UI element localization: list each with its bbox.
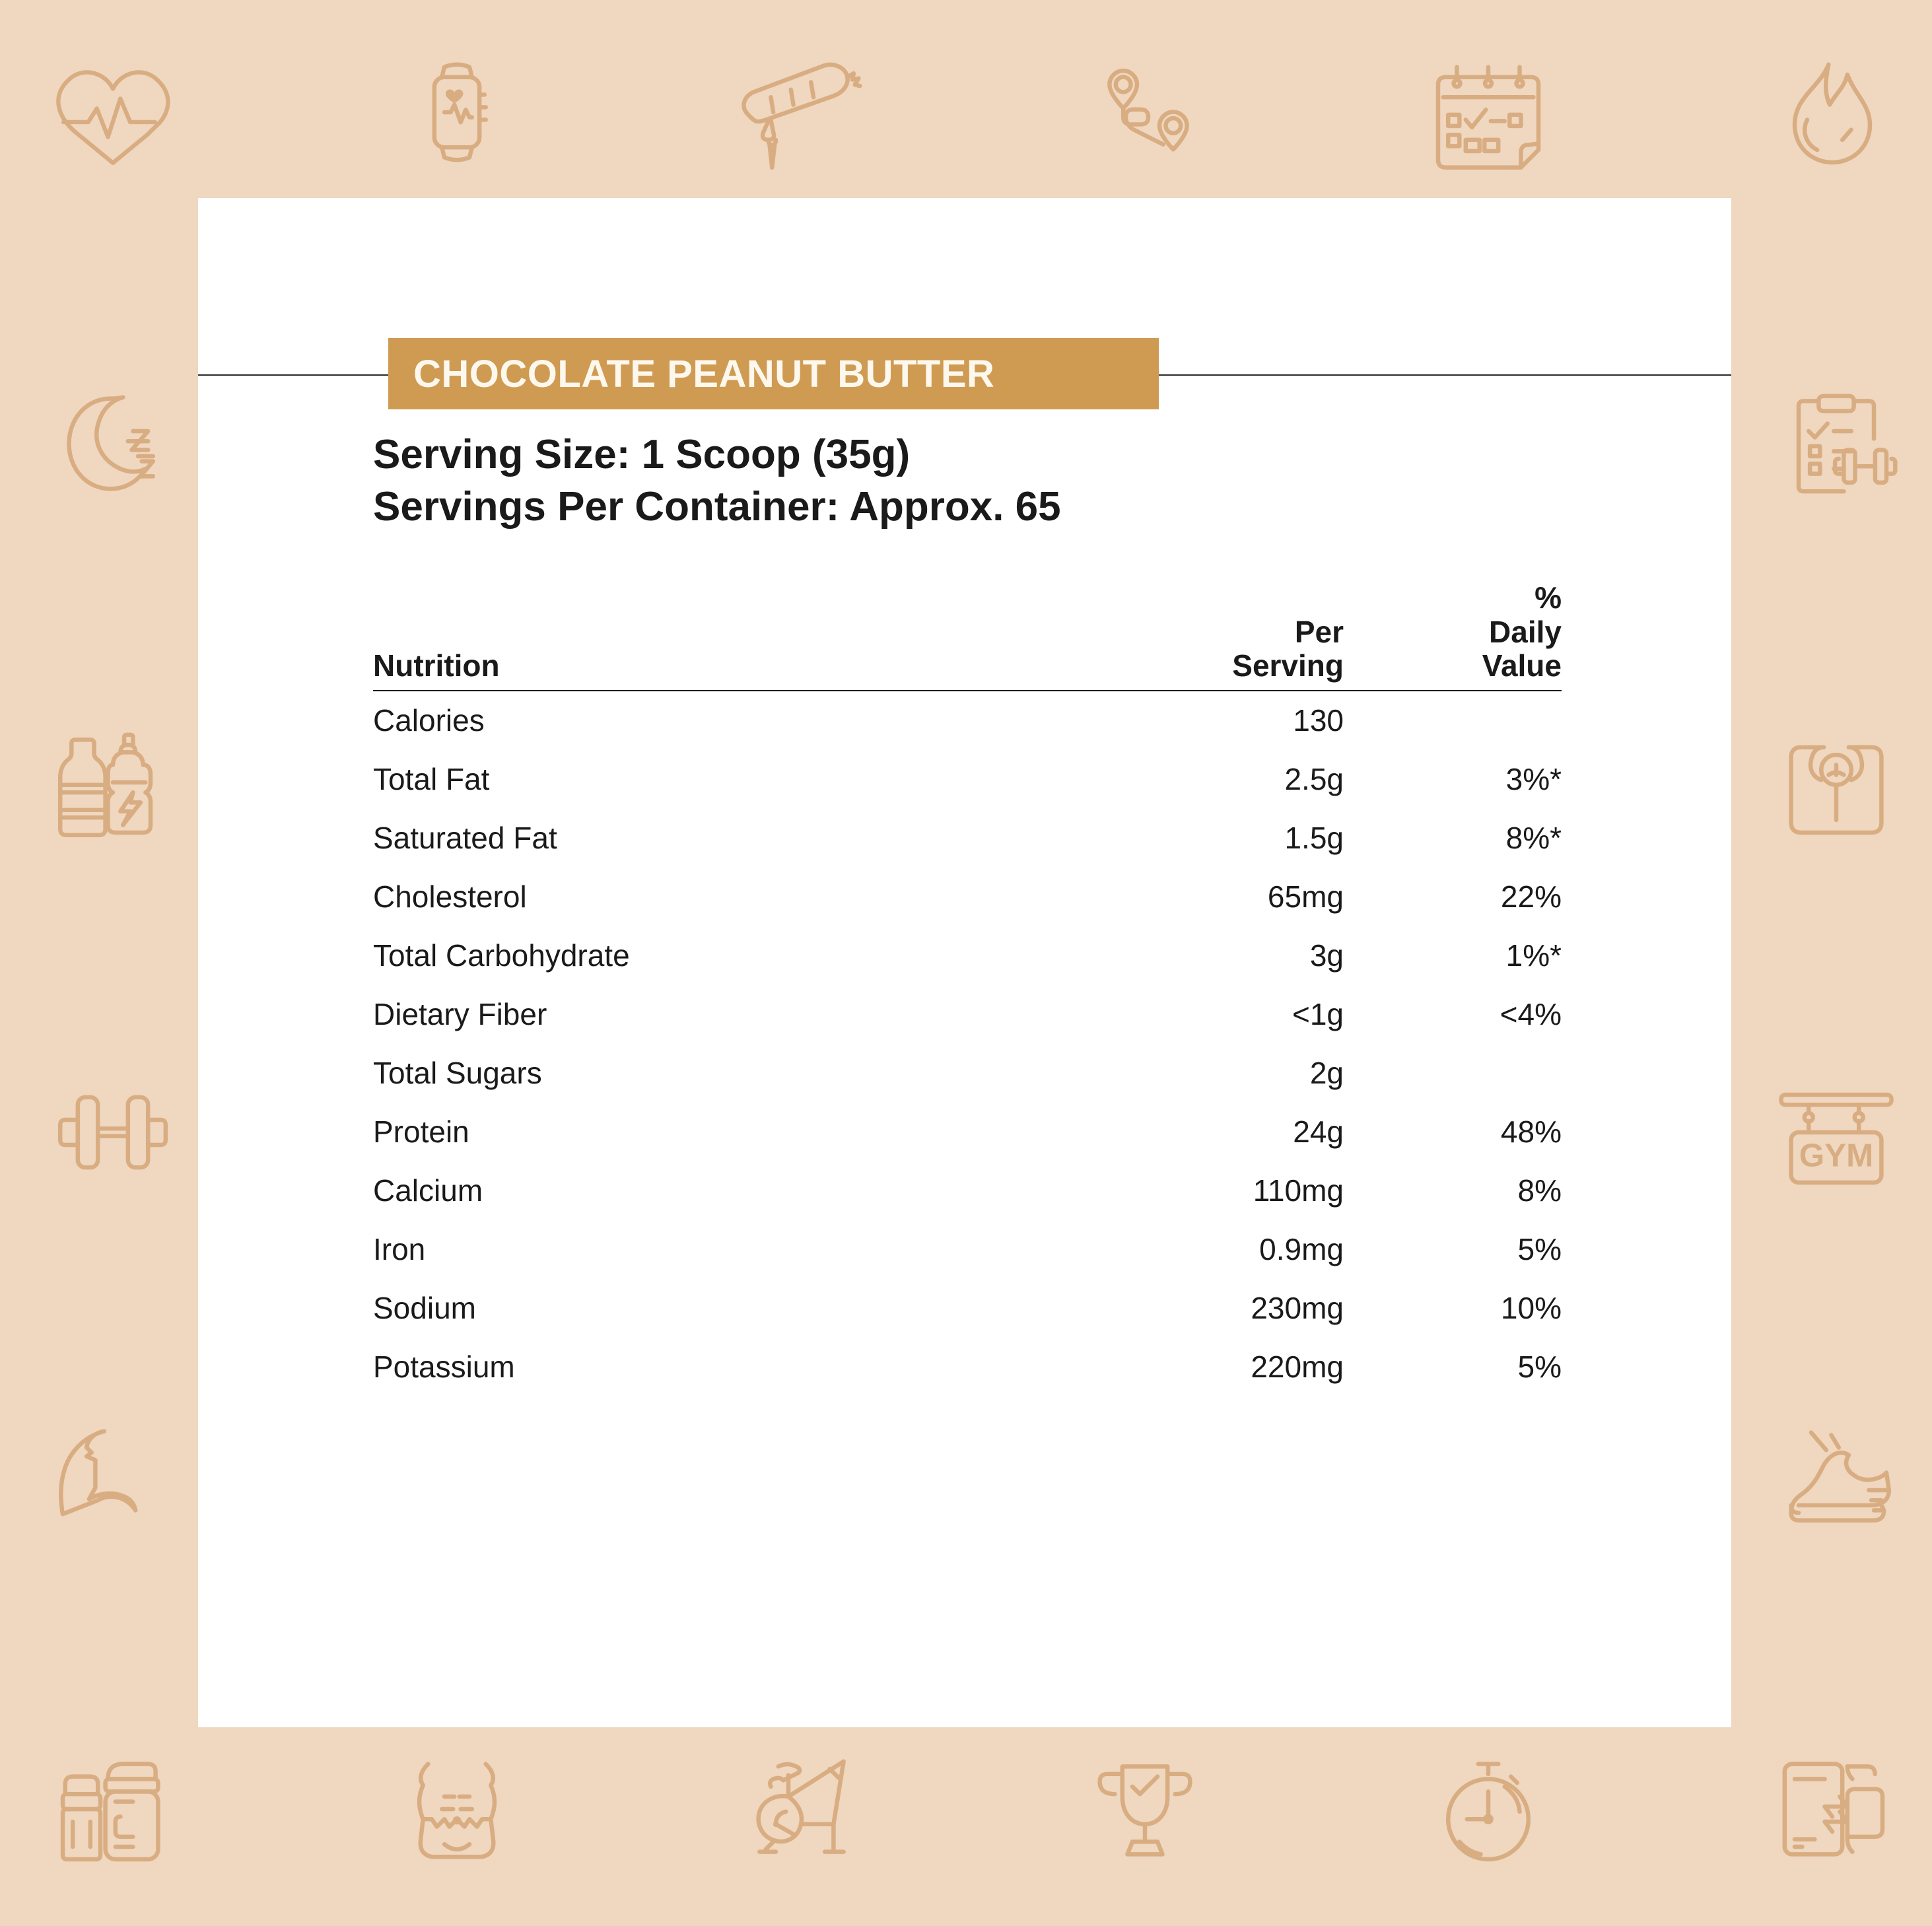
svg-text:GYM: GYM [1799,1137,1874,1173]
